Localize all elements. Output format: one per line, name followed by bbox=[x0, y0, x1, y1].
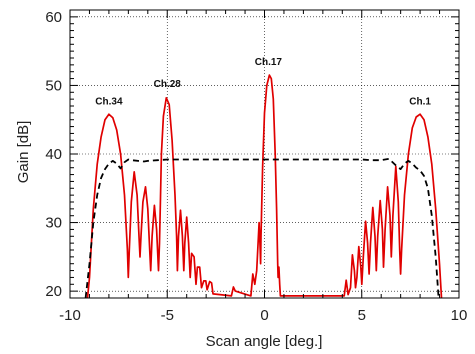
x-tick-label: 5 bbox=[358, 307, 366, 324]
annotations: Ch.34 Ch.28 Ch.17 Ch.1 bbox=[95, 57, 431, 108]
beam-series-line bbox=[86, 74, 443, 299]
y-tick-label: 60 bbox=[45, 9, 62, 26]
y-tick-label: 50 bbox=[45, 77, 62, 94]
y-axis-label: Gain [dB] bbox=[15, 121, 32, 184]
x-tick-label: 10 bbox=[451, 307, 468, 324]
x-tick-label: -5 bbox=[161, 307, 174, 324]
y-tick-label: 40 bbox=[45, 146, 62, 163]
x-axis-label: Scan angle [deg.] bbox=[206, 333, 323, 350]
axis-ticks bbox=[69, 10, 460, 298]
channel-annotation: Ch.34 bbox=[95, 97, 123, 108]
y-tick-label: 20 bbox=[45, 283, 62, 300]
channel-annotation: Ch.17 bbox=[255, 57, 283, 68]
grid-lines bbox=[70, 10, 459, 298]
channel-annotation: Ch.28 bbox=[154, 79, 182, 90]
channel-annotation: Ch.1 bbox=[409, 97, 431, 108]
x-tick-label: 0 bbox=[260, 307, 268, 324]
y-tick-label: 30 bbox=[45, 215, 62, 232]
x-tick-label: -10 bbox=[59, 307, 81, 324]
envelope-series-line bbox=[84, 157, 440, 299]
series-layer bbox=[84, 74, 443, 299]
tick-labels: -10 -5 0 5 10 20 30 40 50 60 bbox=[45, 9, 467, 324]
